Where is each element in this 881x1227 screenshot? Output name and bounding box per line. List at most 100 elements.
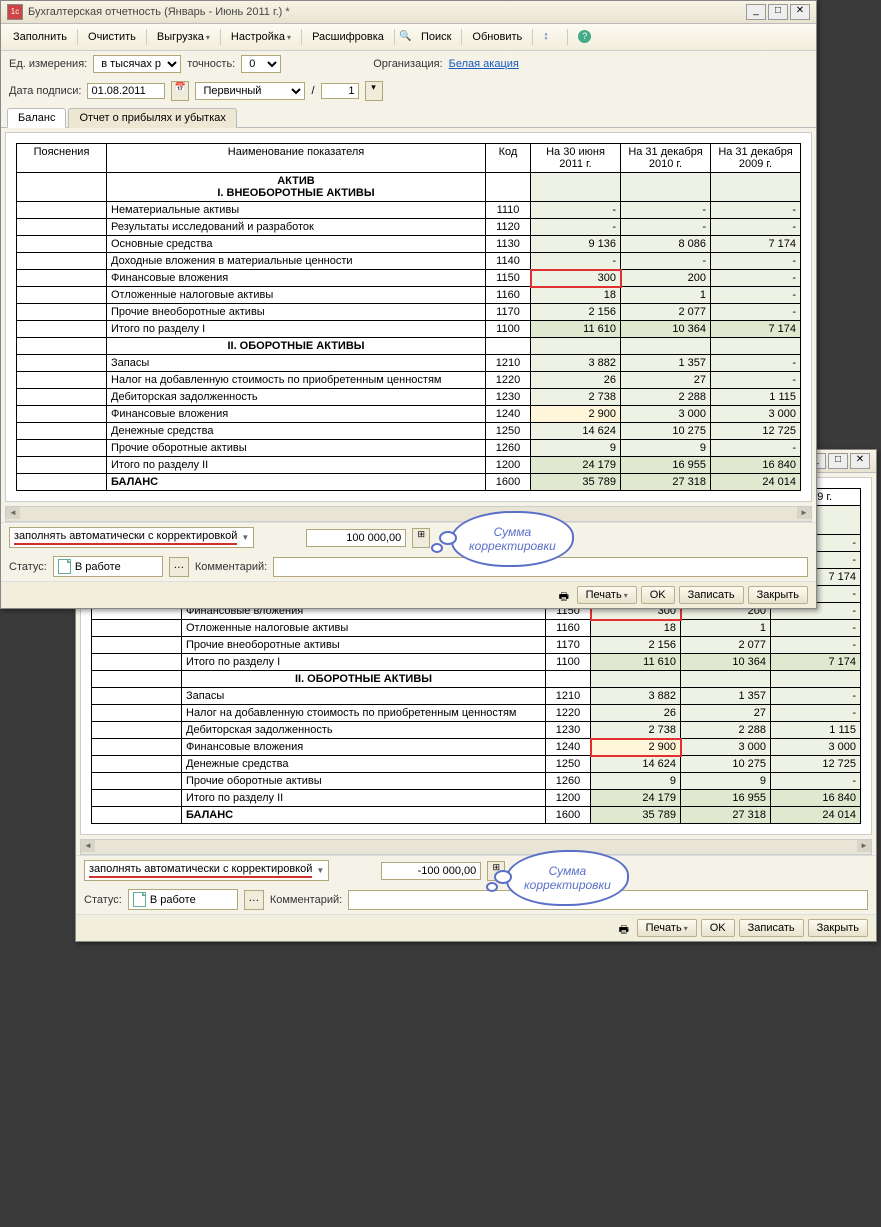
refresh-button[interactable]: Обновить bbox=[466, 28, 528, 46]
table-row[interactable]: Прочие внеоборотные активы11702 1562 077… bbox=[92, 637, 861, 654]
app-icon: 1c bbox=[7, 4, 23, 20]
table-row[interactable]: Финансовые вложения1150300200- bbox=[17, 270, 801, 287]
export-button[interactable]: Выгрузка bbox=[151, 28, 216, 46]
table-row[interactable]: Запасы12103 8821 357- bbox=[17, 355, 801, 372]
tabs: Баланс Отчет о прибылях и убытках bbox=[1, 107, 816, 128]
maximize-button[interactable]: □ bbox=[768, 4, 788, 20]
status-choose-button[interactable]: … bbox=[169, 557, 189, 577]
scroll-left-button-2[interactable]: ◄ bbox=[81, 840, 95, 852]
correction-bar: заполнять автоматически с корректировкой… bbox=[1, 522, 816, 552]
sign-date-field[interactable] bbox=[87, 83, 165, 99]
table-row[interactable]: Дебиторская задолженность12302 7382 2881… bbox=[17, 389, 801, 406]
status-field-2[interactable]: В работе bbox=[128, 889, 238, 910]
col-period2: На 31 декабря 2010 г. bbox=[621, 144, 711, 173]
org-label: Организация: bbox=[373, 58, 442, 70]
status-field[interactable]: В работе bbox=[53, 556, 163, 577]
print-icon-2 bbox=[619, 921, 633, 935]
table-row[interactable]: Прочие оборотные активы126099- bbox=[92, 773, 861, 790]
help-button[interactable] bbox=[572, 27, 598, 47]
col-period3: На 31 декабря 2009 г. bbox=[711, 144, 801, 173]
status-row: Статус: В работе … Комментарий: bbox=[1, 552, 816, 581]
ok-button-2[interactable]: OK bbox=[701, 919, 735, 937]
auto-fill-combo[interactable]: заполнять автоматически с корректировкой… bbox=[9, 527, 254, 548]
calculator-button[interactable]: ⊞ bbox=[412, 528, 430, 548]
table-row[interactable]: Отложенные налоговые активы1160181- bbox=[17, 287, 801, 304]
auto-fill-label: заполнять автоматически с корректировкой bbox=[14, 530, 237, 545]
table-row[interactable]: Основные средства11309 1368 0867 174 bbox=[17, 236, 801, 253]
table-row[interactable]: Денежные средства125014 62410 27512 725 bbox=[17, 423, 801, 440]
clear-button[interactable]: Очистить bbox=[82, 28, 142, 46]
table-row[interactable]: Нематериальные активы1110--- bbox=[17, 202, 801, 219]
tab-pnl[interactable]: Отчет о прибылях и убытках bbox=[68, 108, 236, 128]
minimize-button[interactable]: _ bbox=[746, 4, 766, 20]
table-row[interactable]: Налог на добавленную стоимость по приобр… bbox=[17, 372, 801, 389]
status-label-2: Статус: bbox=[84, 894, 122, 906]
precision-select[interactable]: 0 bbox=[241, 55, 281, 73]
table-row[interactable]: Доходные вложения в материальные ценност… bbox=[17, 253, 801, 270]
table-row[interactable]: Итого по разделу I110011 61010 3647 174 bbox=[17, 321, 801, 338]
scroll-right-button[interactable]: ► bbox=[797, 507, 811, 519]
toolbar: Заполнить Очистить Выгрузка Настройка Ра… bbox=[1, 24, 816, 51]
decode-button[interactable]: Расшифровка bbox=[306, 28, 390, 46]
table-row[interactable]: БАЛАНС160035 78927 31824 014 bbox=[17, 474, 801, 491]
table-row[interactable]: Результаты исследований и разработок1120… bbox=[17, 219, 801, 236]
close-form-button[interactable]: Закрыть bbox=[748, 586, 808, 604]
correction-amount-field-2[interactable]: -100 000,00 bbox=[381, 862, 481, 880]
scroll-right-button-2[interactable]: ► bbox=[857, 840, 871, 852]
sort-icon bbox=[543, 30, 557, 44]
table-row[interactable]: Дебиторская задолженность12302 7382 2881… bbox=[92, 722, 861, 739]
correction-num-field[interactable] bbox=[321, 83, 359, 99]
comment-label: Комментарий: bbox=[195, 561, 267, 573]
unit-select[interactable]: в тысячах р bbox=[93, 55, 181, 73]
table-row[interactable]: Прочие внеоборотные активы11702 1562 077… bbox=[17, 304, 801, 321]
table-row[interactable]: Итого по разделу I110011 61010 3647 174 bbox=[92, 654, 861, 671]
table-row[interactable]: Прочие оборотные активы126099- bbox=[17, 440, 801, 457]
maximize-button-2[interactable]: □ bbox=[828, 453, 848, 469]
titlebar: 1c Бухгалтерская отчетность (Январь - Ию… bbox=[1, 1, 816, 24]
table-row[interactable]: Итого по разделу II120024 17916 95516 84… bbox=[92, 790, 861, 807]
footer-bar: Печать OK Записать Закрыть bbox=[1, 581, 816, 608]
col-explanations: Пояснения bbox=[17, 144, 107, 173]
h-scrollbar[interactable]: ◄ ► bbox=[5, 506, 812, 522]
correction-bar-2: заполнять автоматически с корректировкой… bbox=[76, 855, 876, 885]
precision-label: точность: bbox=[187, 58, 235, 70]
tab-balance[interactable]: Баланс bbox=[7, 108, 66, 128]
close-form-button-2[interactable]: Закрыть bbox=[808, 919, 868, 937]
org-link[interactable]: Белая акация bbox=[449, 58, 519, 70]
settings-button[interactable]: Настройка bbox=[225, 28, 297, 46]
print-button[interactable]: Печать bbox=[577, 586, 637, 604]
table-row[interactable]: БАЛАНС160035 78927 31824 014 bbox=[92, 807, 861, 824]
status-choose-button-2[interactable]: … bbox=[244, 890, 264, 910]
sheet-area: Пояснения Наименование показателя Код На… bbox=[5, 132, 812, 502]
unit-label: Ед. измерения: bbox=[9, 58, 87, 70]
close-button-2[interactable]: ✕ bbox=[850, 453, 870, 469]
save-button[interactable]: Записать bbox=[679, 586, 744, 604]
date-picker-button[interactable]: 📅 bbox=[171, 81, 189, 101]
status-row-2: Статус: В работе … Комментарий: bbox=[76, 885, 876, 914]
ok-button[interactable]: OK bbox=[641, 586, 675, 604]
table-row[interactable]: Налог на добавленную стоимость по приобр… bbox=[92, 705, 861, 722]
table-row[interactable]: Денежные средства125014 62410 27512 725 bbox=[92, 756, 861, 773]
table-row[interactable]: Запасы12103 8821 357- bbox=[92, 688, 861, 705]
table-row[interactable]: Финансовые вложения12402 9003 0003 000 bbox=[92, 739, 861, 756]
fill-button[interactable]: Заполнить bbox=[7, 28, 73, 46]
auto-fill-combo-2[interactable]: заполнять автоматически с корректировкой… bbox=[84, 860, 329, 881]
sort-button[interactable] bbox=[537, 27, 563, 47]
window-title: Бухгалтерская отчетность (Январь - Июнь … bbox=[28, 6, 746, 18]
search-button[interactable]: Поиск bbox=[415, 28, 457, 46]
correction-amount-field[interactable]: 100 000,00 bbox=[306, 529, 406, 547]
h-scrollbar-2[interactable]: ◄ ► bbox=[80, 839, 872, 855]
save-button-2[interactable]: Записать bbox=[739, 919, 804, 937]
spin-button[interactable]: ▾ bbox=[365, 81, 383, 101]
col-code: Код bbox=[486, 144, 531, 173]
table-row[interactable]: Итого по разделу II120024 17916 95516 84… bbox=[17, 457, 801, 474]
print-button-2[interactable]: Печать bbox=[637, 919, 697, 937]
scroll-left-button[interactable]: ◄ bbox=[6, 507, 20, 519]
report-type-select[interactable]: Первичный bbox=[195, 82, 305, 100]
sign-date-label: Дата подписи: bbox=[9, 85, 81, 97]
table-row[interactable]: Финансовые вложения12402 9003 0003 000 bbox=[17, 406, 801, 423]
report-table: Пояснения Наименование показателя Код На… bbox=[16, 143, 801, 491]
document-icon bbox=[58, 559, 71, 574]
table-row[interactable]: Отложенные налоговые активы1160181- bbox=[92, 620, 861, 637]
close-button[interactable]: ✕ bbox=[790, 4, 810, 20]
